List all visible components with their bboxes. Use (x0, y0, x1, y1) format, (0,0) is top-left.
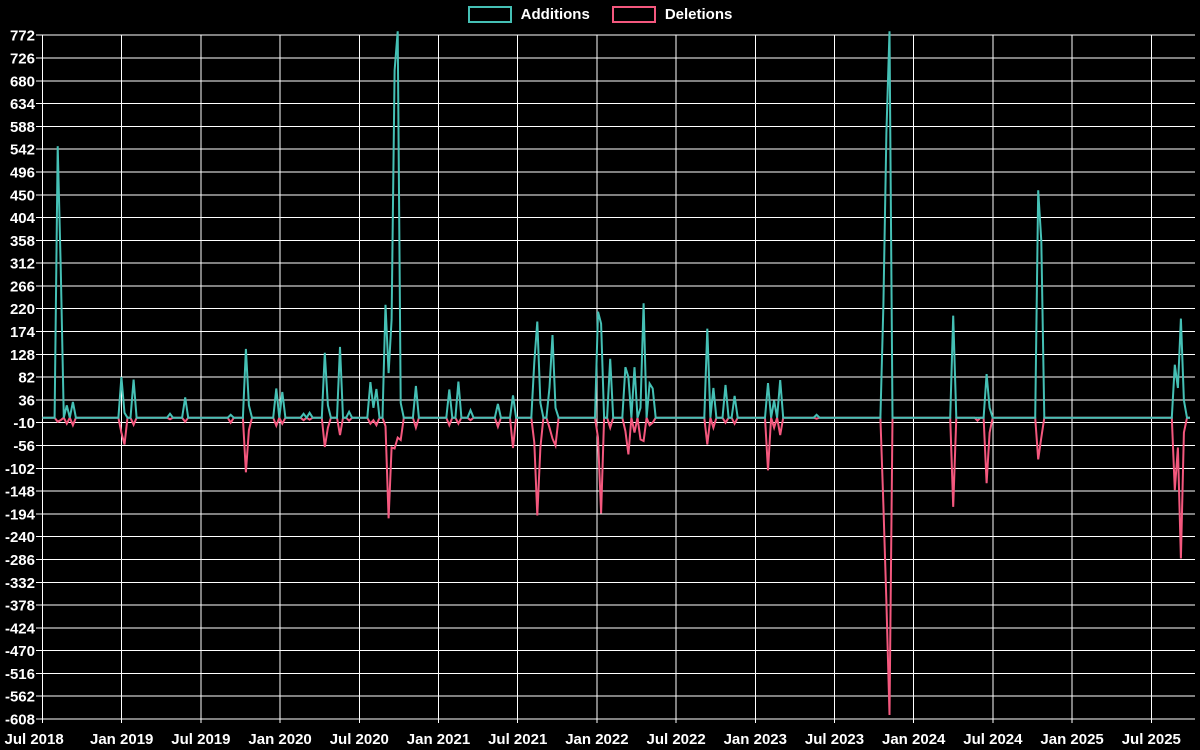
y-tick-label: -332 (5, 575, 35, 592)
y-tick-label: -10 (13, 415, 35, 432)
y-tick-label: 680 (10, 73, 35, 90)
y-tick-label: 82 (18, 370, 35, 387)
y-tick-label: -424 (5, 620, 36, 637)
deletions-legend-label: Deletions (664, 6, 733, 23)
x-tick-label: Jan 2023 (724, 731, 787, 748)
y-tick-label: 542 (10, 142, 35, 159)
y-tick-label: -102 (5, 461, 35, 478)
y-tick-label: -56 (13, 438, 35, 455)
legend-item-deletions[interactable]: Deletions (611, 6, 733, 23)
y-tick-label: -194 (5, 506, 36, 523)
x-tick-label: Jul 2022 (646, 731, 705, 748)
y-tick-label: 128 (10, 347, 35, 364)
legend-item-additions[interactable]: Additions (467, 6, 590, 23)
additions-legend-label: Additions (520, 6, 590, 23)
horizontal-gridlines (36, 34, 1195, 720)
deletions-swatch-icon (611, 6, 656, 23)
x-tick-label: Jan 2021 (407, 731, 470, 748)
x-tick-label: Jan 2025 (1040, 731, 1103, 748)
additions-line (42, 31, 1190, 420)
y-tick-label: -378 (5, 598, 35, 615)
y-tick-label: -562 (5, 689, 35, 706)
x-tick-label: Jul 2025 (1122, 731, 1181, 748)
y-tick-label: 404 (10, 210, 36, 227)
y-tick-label: 358 (10, 233, 35, 250)
y-tick-label: -608 (5, 712, 35, 729)
y-tick-label: -148 (5, 484, 35, 501)
y-tick-label: 772 (10, 28, 35, 45)
y-tick-label: 266 (10, 278, 35, 295)
x-tick-label: Jan 2019 (90, 731, 153, 748)
deletions-line (42, 413, 1190, 716)
y-tick-label: 174 (10, 324, 36, 341)
x-tick-label: Jul 2023 (805, 731, 864, 748)
chart-legend: Additions Deletions (0, 6, 1200, 23)
y-tick-label: 588 (10, 119, 35, 136)
y-tick-label: 450 (10, 187, 35, 204)
x-tick-label: Jul 2021 (488, 731, 547, 748)
x-tick-label: Jul 2019 (171, 731, 230, 748)
x-axis-tick-labels: Jul 2018 Jan 2019 Jul 2019 Jan 2020 Jul 2020… (5, 731, 1181, 748)
additions-swatch-icon (467, 6, 512, 23)
x-tick-label: Jul 2018 (5, 731, 64, 748)
y-tick-label: 496 (10, 164, 35, 181)
x-tick-label: Jul 2024 (963, 731, 1023, 748)
x-tick-label: Jul 2020 (330, 731, 389, 748)
x-tick-label: Jan 2022 (565, 731, 628, 748)
y-tick-label: -286 (5, 552, 35, 569)
y-tick-label: 312 (10, 256, 35, 273)
x-tick-label: Jan 2024 (882, 731, 946, 748)
y-tick-label: 36 (18, 392, 35, 409)
y-tick-label: -240 (5, 529, 35, 546)
x-tick-label: Jan 2020 (248, 731, 311, 748)
y-tick-label: 726 (10, 51, 35, 68)
y-tick-label: -516 (5, 666, 35, 683)
y-tick-label: 634 (10, 96, 36, 113)
y-tick-label: -470 (5, 643, 35, 660)
y-axis-tick-labels: 772 726 680 634 588 542 496 450 404 358 312 266 220 1… (5, 28, 36, 729)
y-tick-label: 220 (10, 301, 35, 318)
